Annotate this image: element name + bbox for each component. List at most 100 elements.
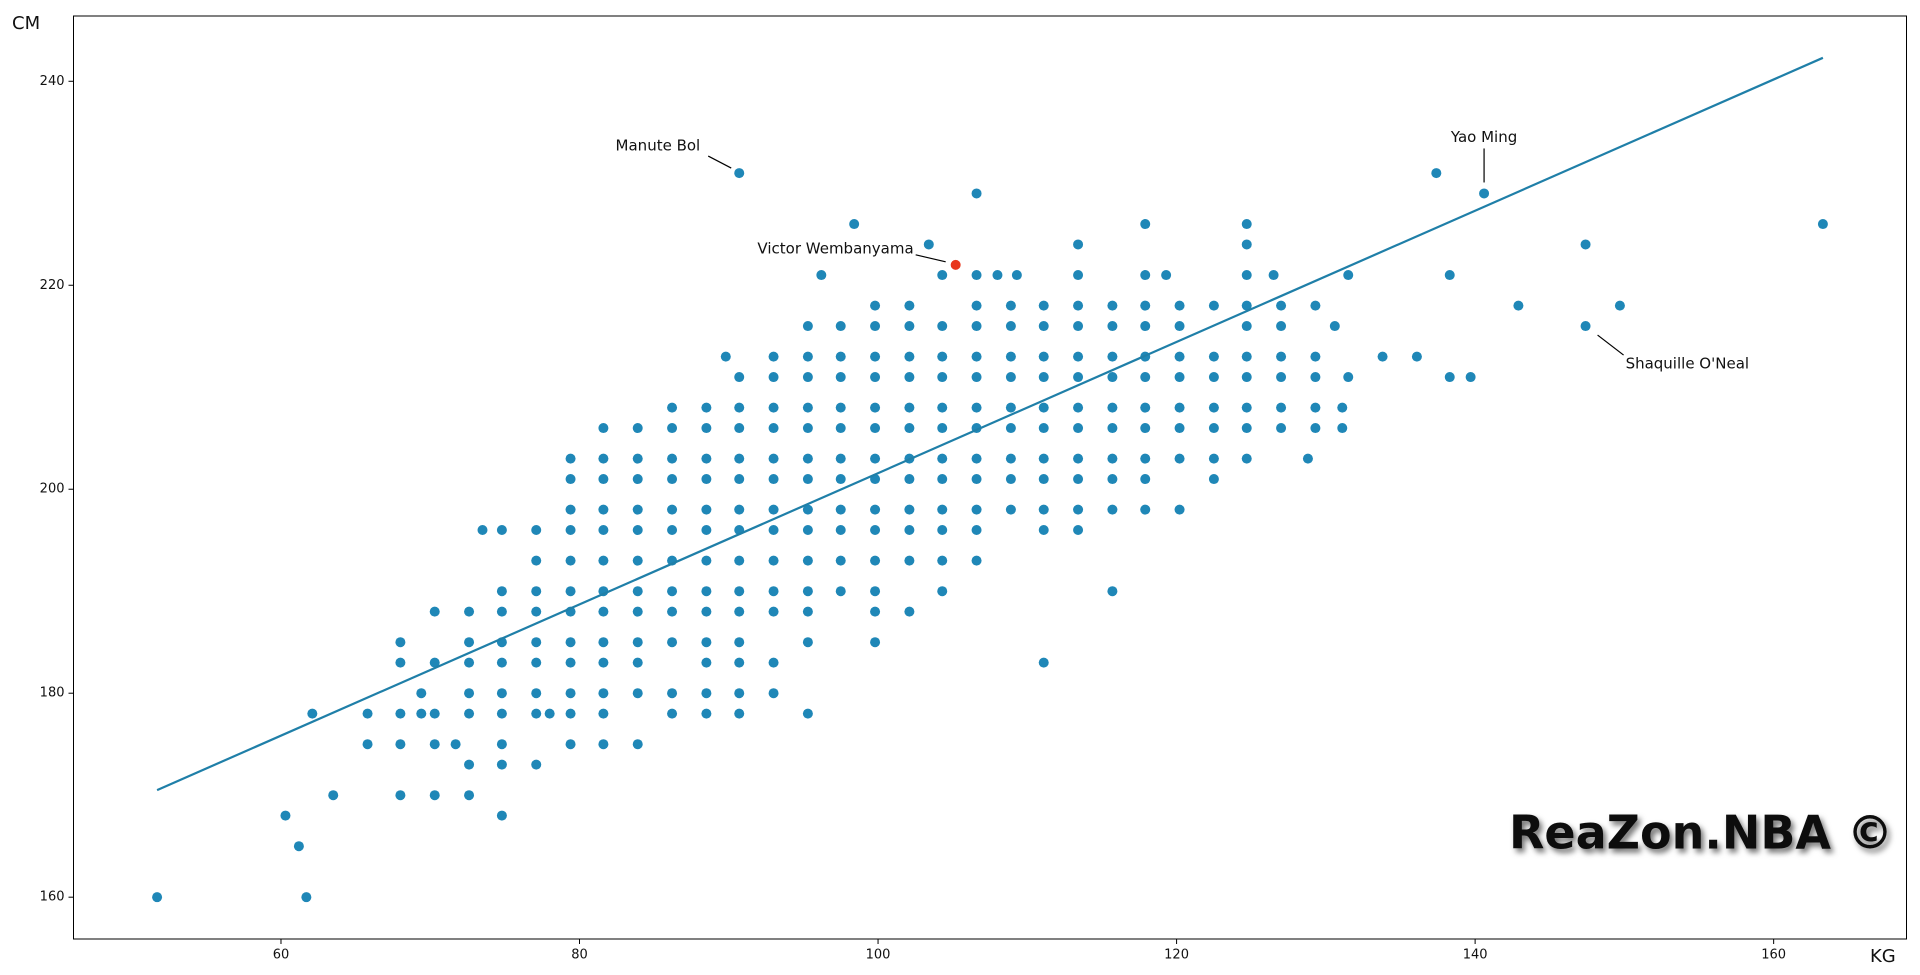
scatter-point xyxy=(1337,423,1348,434)
scatter-point xyxy=(1073,239,1084,250)
scatter-point xyxy=(835,423,846,434)
scatter-point xyxy=(1073,351,1084,362)
scatter-point xyxy=(496,739,507,750)
scatter-point xyxy=(835,321,846,332)
scatter-point xyxy=(598,637,609,648)
scatter-point xyxy=(835,525,846,536)
scatter-point xyxy=(835,453,846,464)
scatter-point xyxy=(1310,402,1321,413)
y-tick-label: 180 xyxy=(40,686,65,701)
scatter-point xyxy=(307,708,318,719)
scatter-point xyxy=(1208,372,1219,383)
scatter-point xyxy=(598,525,609,536)
scatter-point xyxy=(734,555,745,566)
scatter-point xyxy=(565,708,576,719)
scatter-point xyxy=(904,423,915,434)
scatter-point xyxy=(904,606,915,617)
scatter-point xyxy=(395,790,406,801)
scatter-point xyxy=(802,555,813,566)
scatter-point xyxy=(937,525,948,536)
scatter-point xyxy=(904,351,915,362)
scatter-point xyxy=(429,657,440,668)
scatter-point xyxy=(1073,423,1084,434)
scatter-point xyxy=(667,453,678,464)
scatter-point xyxy=(416,688,427,699)
scatter-point xyxy=(496,586,507,597)
scatter-point xyxy=(598,504,609,515)
scatter-point xyxy=(1140,504,1151,515)
scatter-point xyxy=(701,637,712,648)
scatter-point xyxy=(1208,402,1219,413)
scatter-point xyxy=(565,504,576,515)
scatter-point xyxy=(464,688,475,699)
scatter-point xyxy=(904,372,915,383)
scatter-point xyxy=(870,606,881,617)
scatter-point xyxy=(835,586,846,597)
scatter-point xyxy=(1276,300,1287,311)
scatter-point xyxy=(1465,372,1476,383)
scatter-point xyxy=(849,219,860,230)
scatter-point xyxy=(464,637,475,648)
scatter-point xyxy=(1337,402,1348,413)
scatter-point xyxy=(870,453,881,464)
scatter-point xyxy=(768,555,779,566)
scatter-point xyxy=(301,892,312,903)
scatter-point xyxy=(565,739,576,750)
scatter-point xyxy=(802,474,813,485)
scatter-point xyxy=(1073,504,1084,515)
scatter-point xyxy=(531,586,542,597)
annotation-leader xyxy=(1597,334,1624,356)
x-tick-label: 140 xyxy=(1463,948,1488,963)
scatter-point xyxy=(1276,351,1287,362)
scatter-point xyxy=(1005,321,1016,332)
scatter-point xyxy=(701,657,712,668)
scatter-point xyxy=(1140,372,1151,383)
scatter-point xyxy=(971,372,982,383)
scatter-point xyxy=(870,321,881,332)
scatter-point xyxy=(1614,300,1625,311)
scatter-point xyxy=(632,453,643,464)
scatter-point xyxy=(293,841,304,852)
scatter-point xyxy=(496,657,507,668)
scatter-point xyxy=(734,453,745,464)
scatter-point xyxy=(632,525,643,536)
scatter-point xyxy=(904,525,915,536)
scatter-point xyxy=(1073,453,1084,464)
scatter-point xyxy=(362,708,373,719)
scatter-point xyxy=(1479,188,1490,199)
scatter-point xyxy=(1107,504,1118,515)
scatter-point xyxy=(598,453,609,464)
scatter-point xyxy=(971,453,982,464)
scatter-point xyxy=(565,688,576,699)
scatter-point xyxy=(768,402,779,413)
scatter-point xyxy=(598,606,609,617)
scatter-point xyxy=(1580,321,1591,332)
scatter-point xyxy=(835,372,846,383)
scatter-point xyxy=(1005,300,1016,311)
scatter-point xyxy=(598,423,609,434)
scatter-point xyxy=(937,555,948,566)
x-axis-label: KG xyxy=(1870,946,1896,967)
scatter-point xyxy=(544,708,555,719)
scatter-point xyxy=(1038,474,1049,485)
y-tick-label: 160 xyxy=(40,890,65,905)
annotation: Shaquille O'Neal xyxy=(1626,355,1750,373)
scatter-point xyxy=(1140,402,1151,413)
scatter-point xyxy=(416,708,427,719)
annotation: Manute Bol xyxy=(616,137,701,155)
scatter-point xyxy=(971,188,982,199)
scatter-point xyxy=(904,300,915,311)
scatter-point xyxy=(1107,586,1118,597)
scatter-point xyxy=(1241,453,1252,464)
scatter-point xyxy=(701,474,712,485)
scatter-point xyxy=(565,453,576,464)
scatter-point xyxy=(971,300,982,311)
scatter-point xyxy=(904,321,915,332)
scatter-point xyxy=(632,657,643,668)
scatter-point xyxy=(1343,270,1354,281)
scatter-point xyxy=(835,474,846,485)
scatter-point xyxy=(904,474,915,485)
scatter-point xyxy=(496,708,507,719)
trend-line xyxy=(156,56,1824,792)
